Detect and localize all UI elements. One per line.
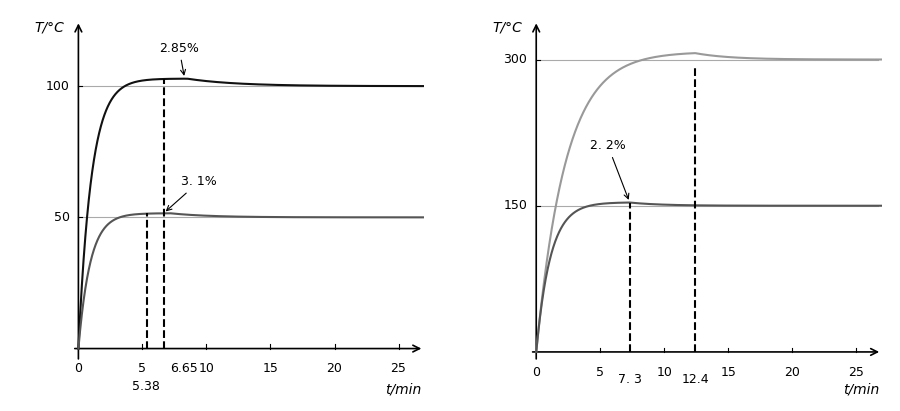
Text: 50: 50 bbox=[54, 211, 69, 224]
Text: 100: 100 bbox=[46, 80, 69, 92]
Text: 10: 10 bbox=[199, 362, 214, 375]
Text: 25: 25 bbox=[391, 362, 407, 375]
Text: T/°C: T/°C bbox=[492, 21, 522, 35]
Text: T/°C: T/°C bbox=[34, 21, 64, 35]
Text: 300: 300 bbox=[503, 53, 527, 66]
Text: 5.38: 5.38 bbox=[132, 380, 160, 393]
Text: 0: 0 bbox=[75, 362, 83, 375]
Text: 5: 5 bbox=[139, 362, 147, 375]
Text: t/min: t/min bbox=[843, 382, 879, 396]
Text: 7. 3: 7. 3 bbox=[617, 373, 642, 386]
Text: 20: 20 bbox=[785, 365, 800, 379]
Text: 12.4: 12.4 bbox=[681, 373, 709, 386]
Text: 20: 20 bbox=[327, 362, 343, 375]
Text: 5: 5 bbox=[597, 365, 604, 379]
Text: 15: 15 bbox=[720, 365, 736, 379]
Text: 150: 150 bbox=[503, 199, 527, 212]
Text: 2.85%: 2.85% bbox=[159, 42, 199, 75]
Text: 2. 2%: 2. 2% bbox=[590, 139, 629, 199]
Text: 0: 0 bbox=[532, 365, 540, 379]
Text: 10: 10 bbox=[656, 365, 672, 379]
Text: 3. 1%: 3. 1% bbox=[166, 175, 217, 210]
Text: 25: 25 bbox=[849, 365, 864, 379]
Text: t/min: t/min bbox=[385, 382, 421, 396]
Text: 15: 15 bbox=[263, 362, 278, 375]
Text: 6.65: 6.65 bbox=[170, 362, 198, 375]
